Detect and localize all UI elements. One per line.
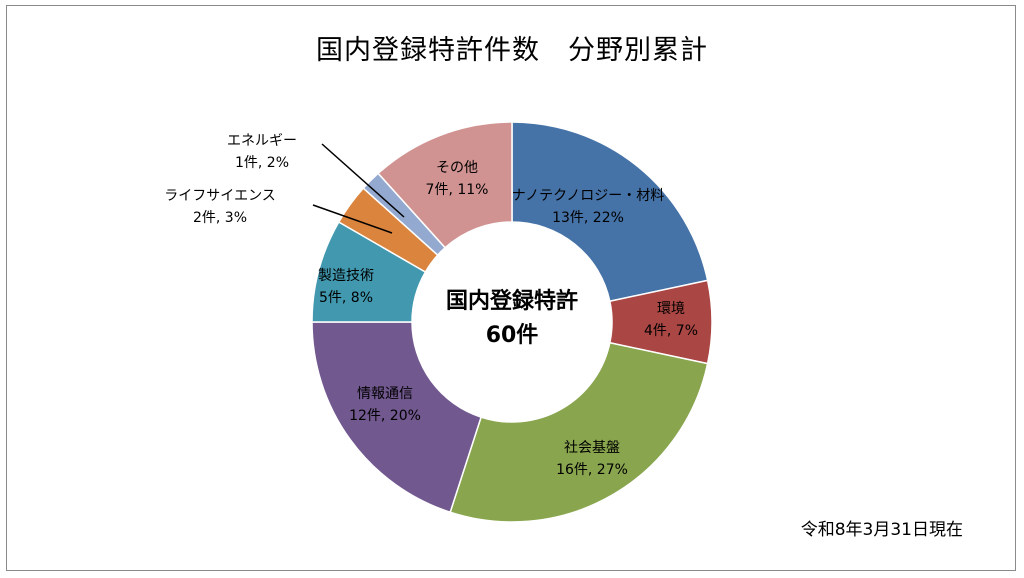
date-note: 令和8年3月31日現在 <box>800 520 963 540</box>
slice-3-wedge <box>449 341 709 523</box>
slice-2-label: 環境 4件, 7% <box>644 301 698 339</box>
donut-slices <box>311 121 713 523</box>
slice-3-label: 社会基盤 16件, 27% <box>556 439 628 478</box>
slice-4-wedge <box>311 321 483 514</box>
slice-7-label: エネルギー 1件, 2% <box>227 133 297 171</box>
slice-8-wedge <box>377 121 513 249</box>
slice-labels: ナノテクノロジー・材料 13件, 22% 環境 4件, 7% 社会基盤 16件, 27% 情… <box>164 133 698 478</box>
slice-6-leader-line <box>312 204 393 234</box>
center-label-line-1: 国内登録特許 <box>446 288 578 314</box>
leader-lines <box>312 143 405 234</box>
slice-8-label: その他 7件, 11% <box>426 160 489 198</box>
center-label: 国内登録特許 60件 <box>446 288 578 348</box>
slice-6-label: ライフサイエンス 2件, 3% <box>164 188 276 226</box>
slice-1-wedge <box>511 121 709 303</box>
slice-4-label: 情報通信 12件, 20% <box>349 386 421 424</box>
chart-title: 国内登録特許件数 分野別累計 <box>316 35 708 66</box>
slice-5-label: 製造技術 5件, 8% <box>318 268 374 306</box>
center-label-line-2: 60件 <box>486 323 539 348</box>
slice-7-leader-line <box>321 143 405 218</box>
slice-1-label: ナノテクノロジー・材料 13件, 22% <box>512 188 664 226</box>
